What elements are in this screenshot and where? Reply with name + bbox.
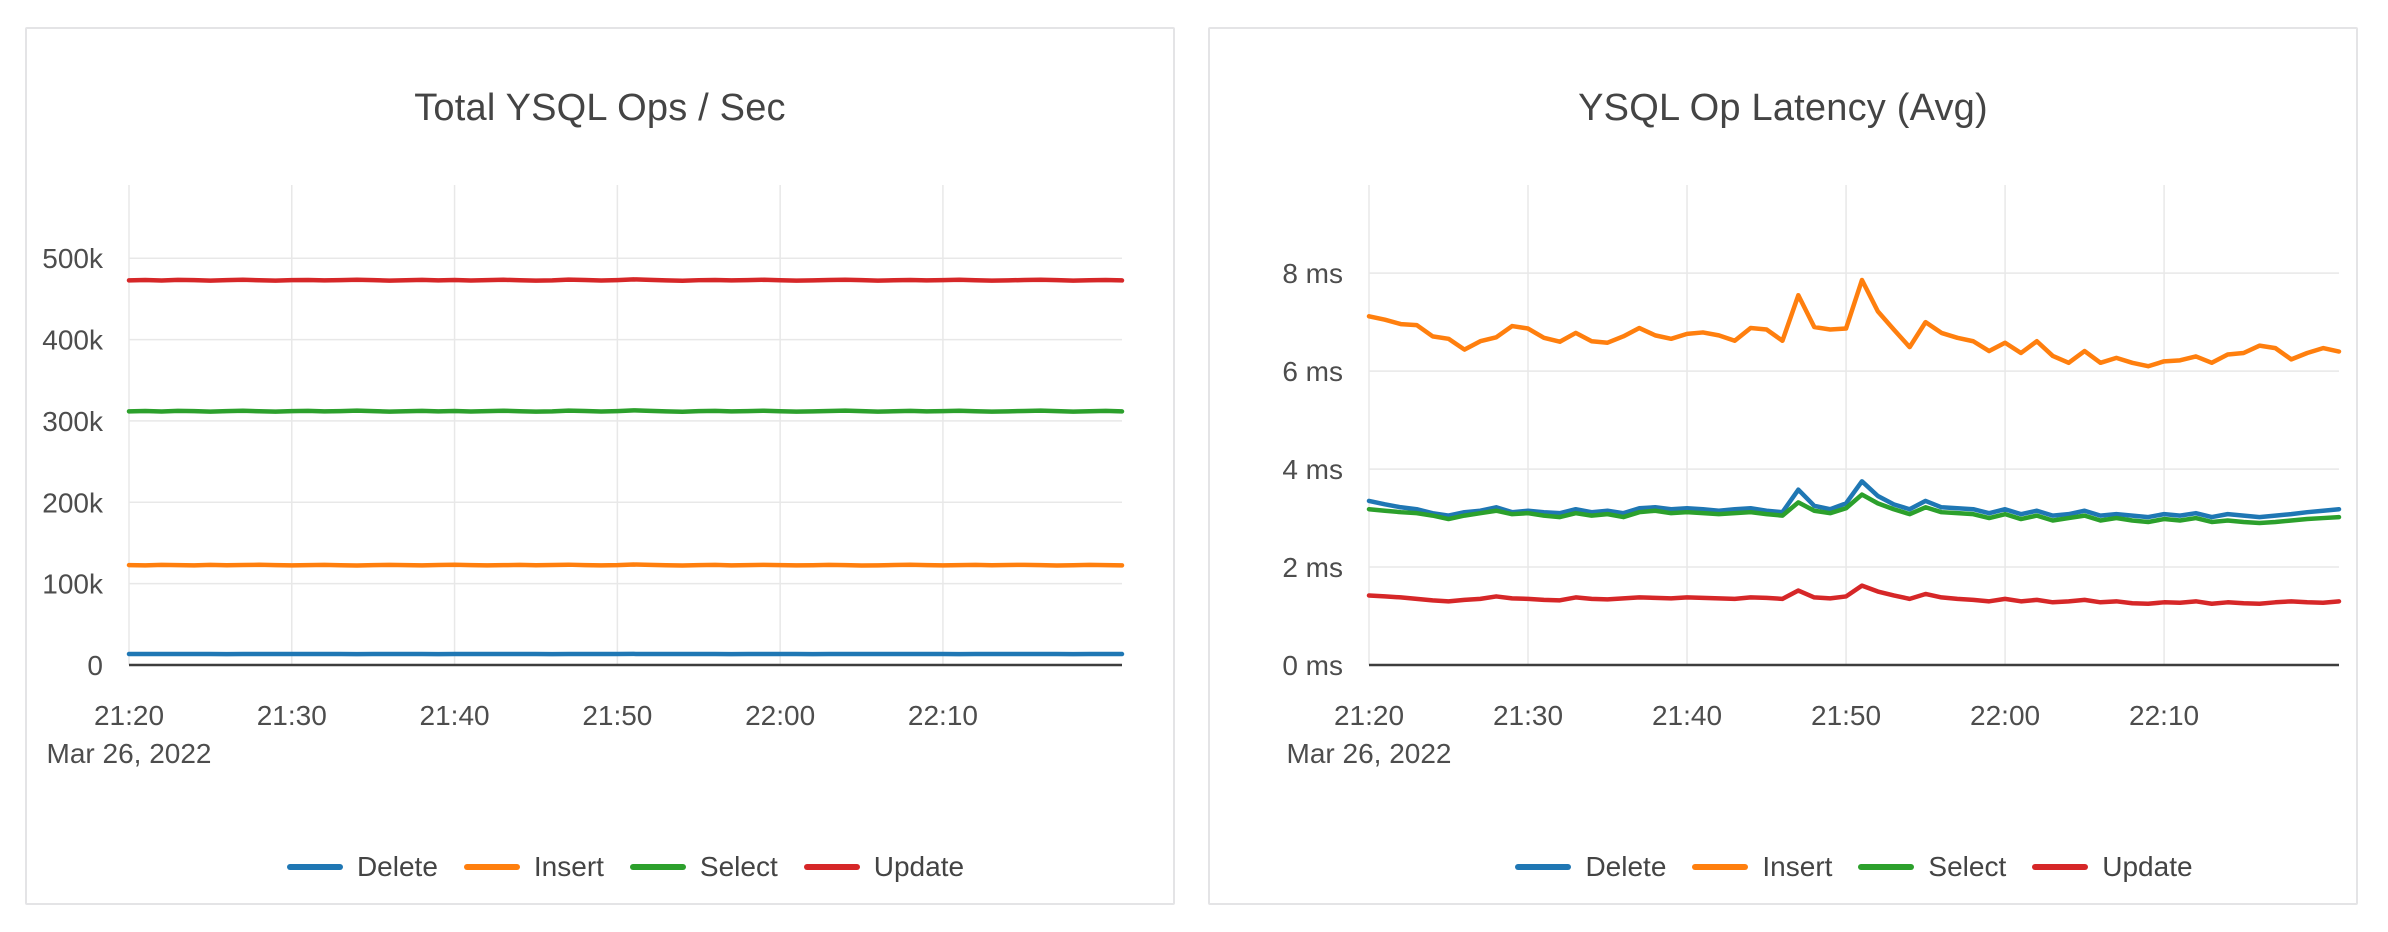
legend-swatch-delete	[286, 864, 343, 870]
latency-chart-card: YSQL Op Latency (Avg) 21:20 21:30 21:40 21:…	[1208, 27, 2358, 905]
legend-label-insert: Insert	[1762, 851, 1833, 882]
ops-chart-title: Total YSQL Ops / Sec	[414, 86, 786, 129]
y-tick-label: 4 ms	[1282, 454, 1343, 485]
y-tick-label: 300k	[42, 406, 104, 437]
legend-item-update[interactable]: Update	[803, 851, 965, 883]
y-tick-label: 100k	[42, 569, 104, 600]
total-ysql-ops-per-sec-canvas[interactable]: 21:20 21:30 21:40 21:50 22:00 22:10 Mar 26, 20…	[27, 29, 1173, 903]
y-tick-label: 0 ms	[1282, 650, 1343, 681]
legend-label-update: Update	[2102, 851, 2193, 882]
ops-plot[interactable]: 21:20 21:30 21:40 21:50 22:00 22:10 Mar 26, 20…	[27, 29, 1173, 903]
series-line-select[interactable]	[1366, 492, 2342, 526]
legend-label-insert: Insert	[533, 851, 604, 882]
x-tick-label: 22:10	[2129, 700, 2199, 731]
x-tick-label: 21:20	[1334, 700, 1404, 731]
x-tick-label: 21:20	[94, 700, 164, 731]
y-tick-label: 400k	[42, 325, 104, 356]
x-tick-label: 21:40	[1652, 700, 1722, 731]
legend-item-insert[interactable]: Insert	[1692, 851, 1832, 883]
legend-item-update[interactable]: Update	[2032, 851, 2193, 883]
latency-legend: Delete Insert Select Update	[1369, 851, 2339, 883]
y-tick-label: 2 ms	[1282, 552, 1343, 583]
legend-label-select: Select	[1928, 851, 2007, 882]
legend-item-select[interactable]: Select	[629, 851, 778, 883]
x-tick-label: 21:40	[420, 700, 490, 731]
series-line-insert[interactable]	[1366, 277, 2342, 369]
legend-label-select: Select	[699, 851, 778, 882]
x-axis-date-label: Mar 26, 2022	[47, 738, 212, 769]
legend-label-update: Update	[873, 851, 965, 882]
legend-item-select[interactable]: Select	[1858, 851, 2006, 883]
x-tick-label: 22:10	[908, 700, 978, 731]
legend-swatch-insert	[463, 864, 520, 870]
x-tick-label: 21:30	[1493, 700, 1563, 731]
y-tick-label: 500k	[42, 243, 104, 274]
y-tick-label: 0	[87, 650, 103, 681]
legend-swatch-update	[803, 864, 860, 870]
ops-chart-card: Total YSQL Ops / Sec 21:20 21:30 21:40 21:5…	[25, 27, 1175, 905]
series-line-update[interactable]	[126, 277, 1125, 284]
latency-plot[interactable]: 21:20 21:30 21:40 21:50 22:00 22:10 Mar 26, 20…	[1210, 29, 2356, 903]
legend-swatch-delete	[1515, 864, 1572, 870]
legend-item-delete[interactable]: Delete	[286, 851, 438, 883]
ops-legend: Delete Insert Select Update	[129, 851, 1122, 883]
x-tick-label: 21:50	[1811, 700, 1881, 731]
x-tick-label: 21:30	[257, 700, 327, 731]
legend-swatch-select	[1858, 864, 1915, 870]
legend-label-delete: Delete	[1585, 851, 1667, 882]
y-tick-label: 6 ms	[1282, 356, 1343, 387]
series-line-insert[interactable]	[126, 562, 1125, 568]
series-line-select[interactable]	[126, 408, 1125, 414]
y-tick-label: 8 ms	[1282, 258, 1343, 289]
x-tick-label: 21:50	[582, 700, 652, 731]
legend-swatch-select	[629, 864, 686, 870]
legend-item-insert[interactable]: Insert	[463, 851, 604, 883]
ysql-op-latency-avg-canvas[interactable]: 21:20 21:30 21:40 21:50 22:00 22:10 Mar 26, 20…	[1210, 29, 2356, 903]
series-line-delete[interactable]	[1366, 479, 2342, 520]
x-tick-label: 22:00	[1970, 700, 2040, 731]
legend-item-delete[interactable]: Delete	[1515, 851, 1666, 883]
x-axis-date-label: Mar 26, 2022	[1287, 738, 1452, 769]
latency-chart-title: YSQL Op Latency (Avg)	[1578, 86, 1988, 129]
legend-label-delete: Delete	[356, 851, 438, 882]
series-line-update[interactable]	[1366, 583, 2342, 607]
legend-swatch-update	[2032, 864, 2089, 870]
y-tick-label: 200k	[42, 487, 104, 518]
x-tick-label: 22:00	[745, 700, 815, 731]
legend-swatch-insert	[1692, 864, 1749, 870]
